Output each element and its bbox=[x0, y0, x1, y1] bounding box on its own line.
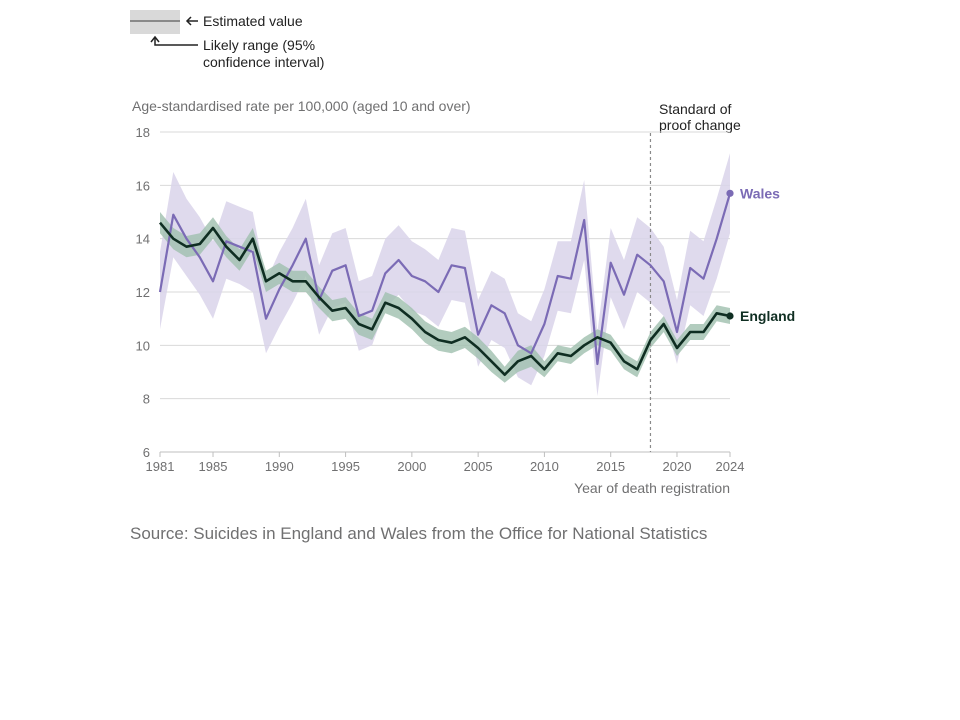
x-tick-2000: 2000 bbox=[397, 459, 426, 474]
y-tick-labels: 6 8 10 12 14 16 18 bbox=[136, 125, 150, 460]
england-end-marker bbox=[726, 312, 734, 320]
y-tick-8: 8 bbox=[143, 392, 150, 407]
wales-confidence-band bbox=[160, 153, 730, 396]
wales-end-label: Wales bbox=[740, 185, 780, 201]
source-note: Source: Suicides in England and Wales fr… bbox=[130, 524, 708, 543]
wales-line bbox=[158, 192, 732, 366]
y-tick-12: 12 bbox=[136, 285, 150, 300]
y-tick-18: 18 bbox=[136, 125, 150, 140]
x-tick-2024: 2024 bbox=[716, 459, 745, 474]
confidence-bands bbox=[160, 153, 730, 396]
x-tick-2020: 2020 bbox=[663, 459, 692, 474]
x-axis-label: Year of death registration bbox=[574, 480, 730, 496]
legend-estimate-label: Estimated value bbox=[203, 13, 303, 29]
x-tick-1985: 1985 bbox=[199, 459, 228, 474]
legend: Estimated value Likely range (95% confid… bbox=[130, 10, 324, 70]
x-tick-1981: 1981 bbox=[146, 459, 175, 474]
x-tick-2015: 2015 bbox=[596, 459, 625, 474]
wales-end-marker bbox=[726, 189, 734, 197]
x-tick-1995: 1995 bbox=[331, 459, 360, 474]
y-axis-label: Age-standardised rate per 100,000 (aged … bbox=[132, 98, 471, 114]
legend-range-label-2: confidence interval) bbox=[203, 54, 324, 70]
annotation-label-2: proof change bbox=[659, 117, 741, 133]
x-tick-2005: 2005 bbox=[464, 459, 493, 474]
england-confidence-band bbox=[160, 212, 730, 383]
legend-range-label-1: Likely range (95% bbox=[203, 37, 315, 53]
x-tick-1990: 1990 bbox=[265, 459, 294, 474]
legend-arrow-estimate bbox=[185, 16, 198, 26]
series-lines bbox=[158, 192, 732, 377]
annotation-label-1: Standard of bbox=[659, 101, 731, 117]
x-tick-labels: 1981 1985 1990 1995 2000 2005 2010 2015 2020 2024 bbox=[146, 452, 745, 474]
y-tick-10: 10 bbox=[136, 338, 150, 353]
y-tick-14: 14 bbox=[136, 232, 150, 247]
series-end-markers: Wales England bbox=[726, 185, 795, 324]
legend-arrow-range bbox=[150, 35, 198, 46]
x-tick-2010: 2010 bbox=[530, 459, 559, 474]
england-end-label: England bbox=[740, 308, 795, 324]
y-tick-6: 6 bbox=[143, 445, 150, 460]
england-line bbox=[159, 221, 731, 377]
y-tick-16: 16 bbox=[136, 178, 150, 193]
